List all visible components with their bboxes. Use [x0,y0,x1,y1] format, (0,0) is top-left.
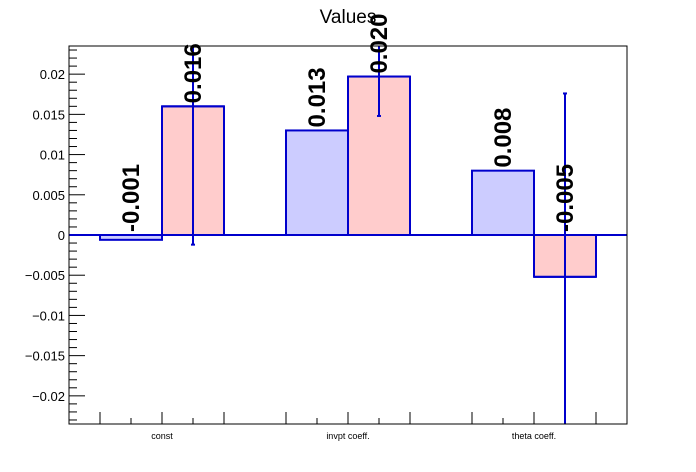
bar [285,129,349,236]
chart-title: Values [320,7,377,28]
error-bars-group [162,46,596,424]
bar [471,169,535,236]
data-label: 0.008 [490,108,517,168]
x-category-label: theta coeff. [512,431,556,441]
y-tick-label: 0 [58,228,65,243]
x-category-label: const [151,431,173,441]
y-tick-label: 0.015 [32,107,65,122]
data-label: -0.001 [118,164,145,232]
y-tick-label: −0.01 [32,308,65,323]
y-tick-label: −0.005 [25,268,65,283]
y-tick-label: −0.02 [32,389,65,404]
x-category-label: invpt coeff. [326,431,369,441]
y-tick-label: 0.01 [40,148,65,163]
data-labels-group: -0.001 0.013 0.008 0.016 0.020 -0.005 [118,13,579,232]
x-axis: const invpt coeff. theta coeff. [99,412,597,441]
data-label: -0.005 [552,164,579,232]
plot-frame [68,45,628,425]
data-label: 0.016 [180,43,207,103]
y-tick-label: 0.005 [32,188,65,203]
y-tick-label: 0.02 [40,67,65,82]
data-label: 0.013 [304,67,331,127]
y-tick-label: −0.015 [25,349,65,364]
data-label: 0.020 [366,13,393,73]
y-axis: −0.02 −0.015 −0.01 −0.005 0 0.005 0.01 0.015 0.0… [25,49,85,421]
bars-group [69,75,627,278]
